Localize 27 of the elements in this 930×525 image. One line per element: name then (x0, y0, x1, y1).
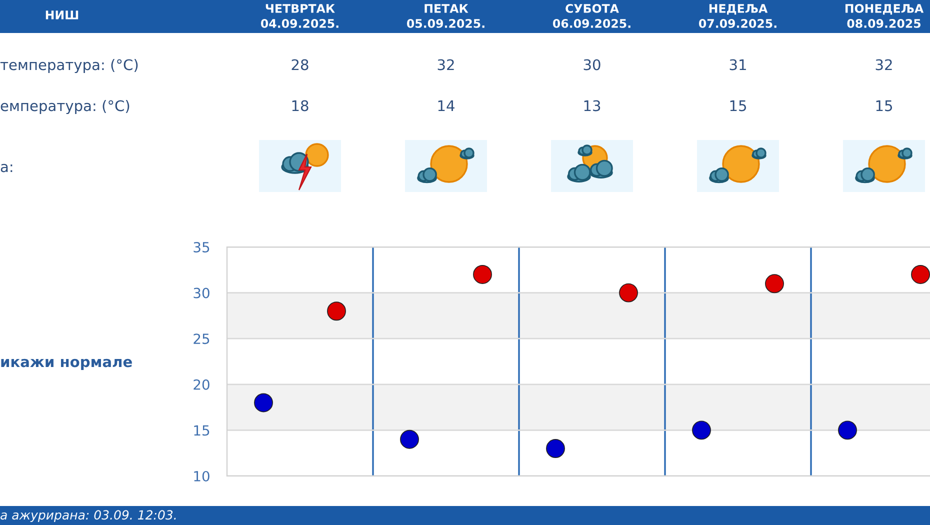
text: а: (0, 164, 12, 172)
data-label: 14 (438, 100, 454, 112)
data-label: 13 (584, 100, 600, 112)
data-label: 28 (292, 59, 308, 70)
data-label: 18 (292, 100, 308, 112)
text: а ажурирана: 03.09. 12:03. (0, 510, 176, 522)
data-label: 32 (876, 59, 892, 70)
text: ЧЕТВРТАК 04.09.2025. (260, 4, 338, 28)
y-tick-label: 30 (194, 288, 210, 298)
y-tick-label: 10 (194, 470, 210, 482)
data-label: 15 (876, 100, 892, 112)
text: НИШ (46, 10, 78, 20)
text: ПОНЕДЕЉА 08.09.2025 (845, 4, 924, 28)
text: емпература: (°C) (0, 100, 130, 114)
text: икажи нормале (1, 358, 132, 370)
text: температура: (°C) (0, 58, 138, 74)
y-tick-label: 25 (194, 334, 210, 344)
y-tick-label: 15 (194, 425, 210, 436)
data-label: 15 (730, 100, 746, 112)
text: СУБОТА 06.09.2025. (552, 4, 630, 28)
y-tick-label: 20 (194, 379, 210, 390)
y-tick-label: 35 (194, 242, 210, 252)
data-label: 30 (584, 59, 600, 70)
data-label: 32 (438, 59, 454, 70)
text: НЕДЕЉА 07.09.2025. (698, 4, 776, 28)
text: ПЕТАК 05.09.2025. (406, 4, 484, 28)
data-label: 31 (730, 59, 746, 70)
